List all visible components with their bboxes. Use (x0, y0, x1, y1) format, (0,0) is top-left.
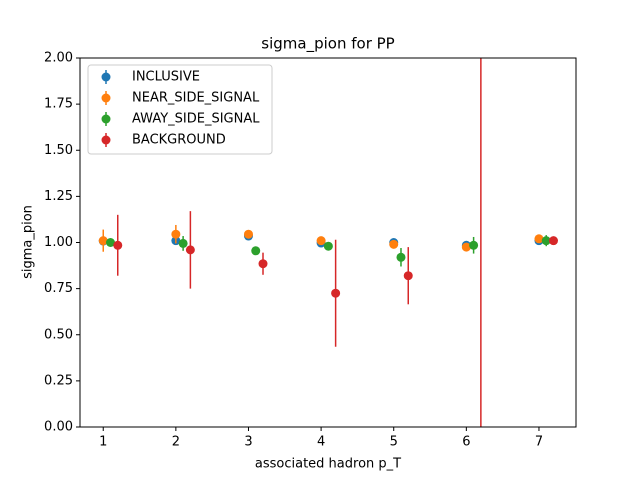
data-point (323, 241, 333, 251)
axes-frame (79, 57, 577, 428)
data-point (98, 236, 108, 246)
x-tick-label: 7 (535, 435, 543, 450)
x-tick-label: 2 (172, 435, 180, 450)
data-point (243, 229, 253, 239)
x-tick-label: 3 (244, 435, 252, 450)
data-point (106, 238, 116, 247)
legend-marker (101, 135, 111, 145)
legend-marker (101, 114, 111, 124)
data-point (389, 239, 399, 249)
data-point (258, 259, 268, 269)
data-point (113, 240, 123, 250)
data-point (251, 246, 261, 256)
x-tick-label: 6 (462, 435, 470, 450)
data-point (541, 236, 551, 246)
data-point (548, 236, 558, 246)
legend-marker (101, 93, 111, 103)
y-tick-label: 0.75 (44, 281, 73, 296)
y-tick-label: 0.25 (44, 373, 73, 388)
data-point (316, 236, 326, 246)
x-axis-label: associated hadron p_T (255, 457, 401, 472)
legend-marker (101, 72, 111, 82)
legend-box (87, 64, 273, 155)
y-tick-label: 1.75 (44, 97, 73, 112)
data-point (171, 229, 181, 239)
data-point (469, 240, 479, 250)
data-point (396, 252, 406, 262)
data-point (403, 271, 413, 281)
y-axis-label: sigma_pion (21, 205, 36, 279)
data-point (178, 238, 188, 248)
x-tick-label: 1 (99, 435, 107, 450)
x-tick-label: 4 (317, 435, 325, 450)
plot (98, 58, 558, 427)
x-tick-label: 5 (390, 435, 398, 450)
legend-label: BACKGROUND (132, 133, 226, 148)
legend-label: NEAR_SIDE_SIGNAL (132, 91, 260, 106)
legend-label: AWAY_SIDE_SIGNAL (132, 112, 260, 127)
chart-title: sigma_pion for PP (261, 35, 394, 54)
y-tick-label: 2.00 (44, 51, 73, 66)
y-tick-label: 0.50 (44, 327, 73, 342)
y-tick-label: 1.25 (44, 189, 73, 204)
y-tick-label: 0.00 (44, 420, 73, 435)
data-point (534, 234, 544, 244)
data-point (331, 288, 341, 298)
y-tick-label: 1.00 (44, 235, 73, 250)
legend-label: INCLUSIVE (132, 70, 200, 85)
data-point (185, 245, 195, 255)
y-tick-label: 1.50 (44, 143, 73, 158)
data-point (461, 242, 471, 252)
